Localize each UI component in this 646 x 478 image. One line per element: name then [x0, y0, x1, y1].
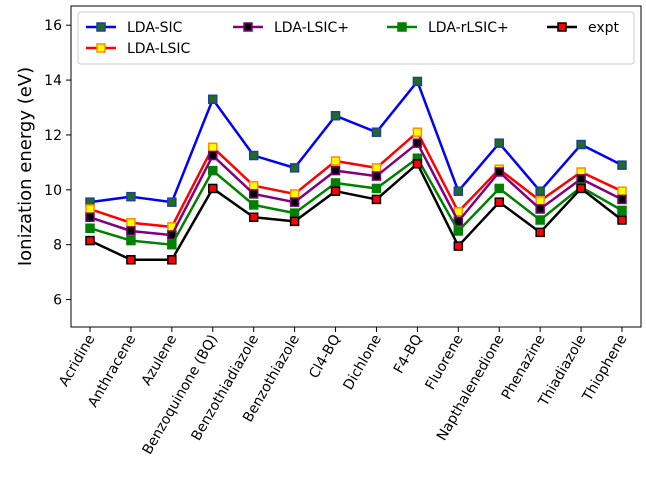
y-axis-label: Ionization energy (eV): [15, 67, 36, 266]
series-layer: [85, 76, 627, 265]
data-point: [167, 239, 177, 250]
series-line: [89, 162, 623, 262]
data-point: [617, 186, 627, 196]
legend-label: LDA-LSIC: [127, 41, 190, 57]
data-point: [535, 186, 545, 196]
legend-label: expt: [588, 20, 620, 36]
data-point: [85, 212, 95, 223]
data-point: [453, 241, 464, 251]
data-point: [289, 197, 300, 207]
data-point: [494, 183, 504, 194]
series-0: [85, 76, 627, 207]
data-point: [617, 205, 627, 216]
legend-marker: [96, 22, 106, 32]
legend-marker: [243, 22, 253, 32]
series-line: [89, 141, 623, 237]
data-point: [371, 171, 382, 181]
data-point: [248, 180, 259, 191]
data-point: [453, 226, 464, 236]
y-tick-label: 8: [53, 238, 62, 254]
data-point: [208, 183, 218, 194]
legend-label: LDA-SIC: [127, 20, 183, 36]
data-point: [535, 204, 545, 214]
legend-entry: LDA-SIC: [86, 20, 183, 36]
data-point: [208, 150, 218, 161]
data-point: [412, 76, 423, 87]
y-tick-label: 16: [44, 18, 62, 34]
data-point: [453, 186, 464, 196]
data-point: [289, 208, 300, 218]
legend-marker: [557, 22, 567, 32]
data-point: [248, 212, 259, 223]
data-point: [535, 196, 545, 206]
data-point: [330, 110, 341, 121]
data-point: [208, 94, 218, 105]
data-point: [330, 156, 341, 166]
data-point: [248, 189, 259, 199]
data-point: [576, 183, 586, 194]
data-point: [494, 167, 504, 177]
data-point: [85, 235, 95, 246]
data-point: [535, 215, 545, 225]
legend-label: LDA-rLSIC+: [428, 20, 509, 36]
legend-entry: LDA-LSIC: [86, 41, 190, 57]
legend-marker: [96, 43, 106, 53]
data-point: [126, 191, 136, 202]
series-line: [89, 130, 623, 229]
data-point: [289, 163, 300, 173]
legend-entry: LDA-LSIC+: [233, 20, 349, 36]
series-line: [89, 157, 623, 246]
data-point: [371, 183, 382, 194]
data-point: [371, 163, 382, 173]
y-tick-label: 14: [44, 73, 62, 89]
data-point: [412, 138, 423, 148]
data-point: [289, 216, 300, 227]
legend-entry: LDA-rLSIC+: [387, 20, 509, 36]
data-point: [208, 142, 218, 153]
data-point: [617, 160, 627, 170]
series-4: [85, 159, 627, 265]
plot-frame: [70, 5, 642, 328]
data-point: [494, 138, 504, 148]
legend-entry: expt: [547, 20, 620, 36]
data-point: [617, 194, 627, 205]
data-point: [535, 227, 545, 238]
legend-label: LDA-LSIC+: [274, 20, 349, 36]
series-3: [85, 153, 627, 250]
legend-box: [77, 11, 635, 65]
data-point: [85, 223, 95, 233]
data-point: [371, 194, 382, 205]
data-point: [412, 159, 423, 169]
y-tick-label: 10: [44, 183, 62, 199]
data-point: [576, 139, 586, 150]
data-point: [330, 165, 341, 176]
data-point: [248, 150, 259, 161]
data-point: [330, 186, 341, 196]
data-point: [126, 235, 136, 246]
data-point: [248, 200, 259, 210]
y-tick-label: 6: [53, 293, 62, 309]
data-point: [289, 189, 300, 199]
data-point: [167, 197, 177, 207]
legend-marker: [397, 22, 407, 32]
data-point: [208, 165, 218, 176]
data-point: [126, 255, 136, 265]
data-point: [412, 127, 423, 137]
data-point: [494, 197, 504, 207]
data-point: [126, 226, 136, 236]
data-point: [371, 127, 382, 137]
data-point: [617, 215, 627, 225]
data-point: [576, 174, 586, 184]
data-point: [167, 255, 177, 265]
data-point: [85, 204, 95, 214]
y-tick-label: 12: [44, 128, 62, 144]
data-point: [126, 217, 136, 228]
legend: LDA-SIC LDA-LSIC LDA-LSIC+ LDA-rLSIC+ expt: [77, 11, 635, 65]
data-point: [330, 178, 341, 188]
series-line: [89, 80, 623, 204]
